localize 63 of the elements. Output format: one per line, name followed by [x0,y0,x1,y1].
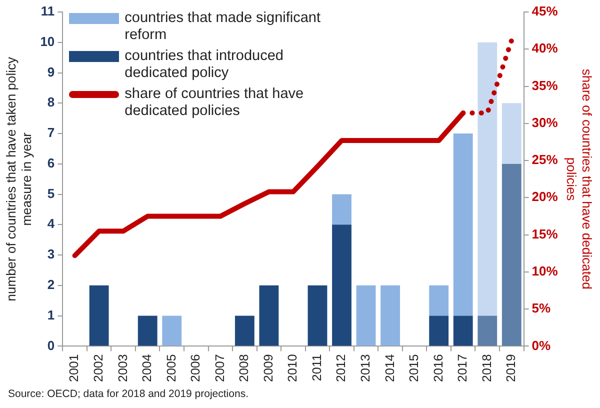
x-tick-label: 2004 [140,354,154,382]
y2-tick-label: 30% [532,114,558,130]
bar [453,134,473,316]
bar [380,285,400,346]
bar [502,103,522,164]
y-tick-label: 8 [47,94,55,110]
y2-tick-label: 40% [532,40,558,56]
x-tick-label: 2009 [261,354,276,382]
bar [332,224,352,346]
x-tick-label: 2017 [456,354,470,382]
legend-label: share of countries that have dedicated policies [124,86,305,120]
x-tick-label: 2016 [431,354,446,382]
y-tick-label: 4 [47,216,56,232]
y-tick-label: 0 [47,338,55,353]
x-tick-label: 2014 [382,354,397,382]
y2-tick-label: 10% [532,264,558,279]
y-tick-label: 7 [47,125,55,140]
y-tick-label: 5 [47,186,55,201]
x-tick-label: 2005 [164,354,178,382]
bar [478,316,498,346]
x-tick-label: 2003 [116,354,130,382]
bar [138,316,158,346]
y2-tick-label: 0% [532,338,552,353]
y-tick-label: 1 [47,307,55,322]
y2-axis-title: share of countries that have dedicated policies [564,68,595,290]
y-tick-label: 10 [40,34,55,49]
x-tick-label: 2008 [237,354,252,382]
y-axis-title: number of countries that have taken policy measure in year [3,56,34,302]
bar [234,316,254,346]
bar [429,316,449,346]
y-tick-label: 2 [47,277,55,292]
y-tick-label: 9 [47,64,55,80]
bar [308,285,328,346]
bar [502,164,522,346]
x-tick-label: 2013 [358,354,372,382]
bar [429,285,449,316]
x-tick-label: 2007 [212,354,227,382]
x-tick-label: 2012 [334,354,348,382]
y-tick-label: 11 [40,4,55,19]
x-tick-label: 2006 [188,354,203,382]
bar [89,285,109,346]
bar [453,316,473,346]
y-tick-label: 3 [47,246,55,262]
x-tick-label: 2015 [407,354,422,382]
bar [162,316,182,346]
x-tick-label: 2010 [286,354,300,382]
x-tick-label: 2002 [92,354,106,382]
bar [356,285,376,346]
bar [332,194,352,225]
x-tick-label: 2001 [67,354,82,382]
y2-tick-label: 20% [532,189,558,204]
x-tick-label: 2019 [504,354,518,382]
source-note: Source: OECD; data for 2018 and 2019 projections. [8,388,248,400]
x-tick-label: 2018 [480,354,494,382]
y2-tick-label: 25% [532,152,558,168]
bar [478,42,498,316]
y2-tick-label: 45% [532,4,558,19]
y-tick-label: 6 [47,155,55,170]
y2-tick-label: 35% [532,78,558,93]
bar [259,285,279,346]
x-tick-label: 2011 [310,354,324,382]
y2-tick-label: 5% [532,300,552,316]
y2-tick-label: 15% [532,226,558,242]
